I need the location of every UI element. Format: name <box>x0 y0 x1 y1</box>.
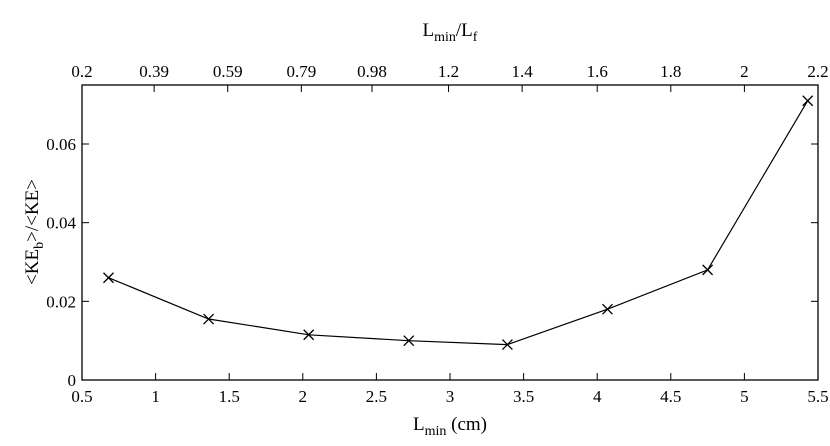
data-point <box>602 303 613 315</box>
x-tick-label: 3 <box>446 387 455 406</box>
plot-area <box>81 84 819 381</box>
x2-tick-label: 2 <box>740 62 749 81</box>
x-axis-label: Lmin (cm) <box>413 414 487 439</box>
y-axis-label: <KEb>/<KE> <box>22 179 47 285</box>
x-axis-ticks: 0.5 1 1.5 2 2.5 3 3.5 4 4.5 5 5.5 <box>71 373 829 406</box>
data-point <box>103 272 114 284</box>
x-tick-label: 2 <box>299 387 308 406</box>
series-group <box>103 95 814 351</box>
x2-tick-label: 0.98 <box>357 62 387 81</box>
x-tick-label: 1.5 <box>219 387 240 406</box>
x-tick-label: 2.5 <box>366 387 387 406</box>
data-point <box>303 329 315 341</box>
x2-tick-label: 1.8 <box>660 62 681 81</box>
x-tick-label: 4 <box>593 387 602 406</box>
y-tick-label: 0.04 <box>46 214 76 233</box>
plot-frame <box>81 84 819 381</box>
x2-axis-label: Lmin/Lf <box>423 20 478 45</box>
x-tick-label: 3.5 <box>513 387 534 406</box>
data-point <box>802 95 814 107</box>
y-tick-label: 0 <box>68 371 77 390</box>
x2-tick-label: 0.2 <box>71 62 92 81</box>
x2-tick-label: 0.59 <box>213 62 243 81</box>
x-tick-label: 4.5 <box>660 387 681 406</box>
y-axis-ticks: 0 0.02 0.04 0.06 <box>46 135 818 390</box>
data-point <box>203 313 215 325</box>
data-point <box>403 335 415 347</box>
y-tick-label: 0.06 <box>46 135 76 154</box>
data-point <box>702 264 714 276</box>
x-tick-label: 1 <box>151 387 160 406</box>
y-tick-label: 0.02 <box>46 292 76 311</box>
x2-tick-label: 0.39 <box>139 62 169 81</box>
x-tick-label: 5 <box>740 387 749 406</box>
x2-axis-ticks: 0.2 0.39 0.59 0.79 0.98 1.2 1.4 1.6 1.8 2 2.2 <box>71 62 829 92</box>
x-tick-label: 5.5 <box>807 387 828 406</box>
data-point <box>501 339 513 351</box>
x2-tick-label: 1.6 <box>587 62 608 81</box>
x2-tick-label: 1.4 <box>512 62 534 81</box>
x-tick-label: 0.5 <box>71 387 92 406</box>
series-line <box>108 100 809 346</box>
x2-tick-label: 0.79 <box>286 62 316 81</box>
x2-tick-label: 2.2 <box>807 62 828 81</box>
x2-tick-label: 1.2 <box>438 62 459 81</box>
